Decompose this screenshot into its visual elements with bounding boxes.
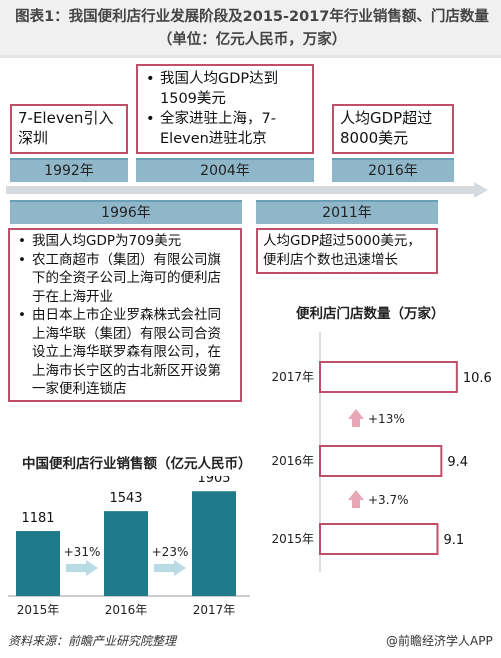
year-bar-2004: 2004年: [136, 158, 314, 182]
event-box-2011: 人均GDP超过5000美元，便利店个数也迅速增长: [256, 228, 438, 274]
sales-value-label: 1181: [21, 511, 54, 526]
store-growth-label: +3.7%: [368, 493, 409, 507]
bullet-item: 我国人均GDP达到1509美元: [144, 69, 306, 109]
event-bullets-2004: 我国人均GDP达到1509美元 全家进驻上海，7-Eleven进驻北京: [138, 66, 312, 151]
sales-chart: 1181 2015年 1543 2016年 1905 2017年 +31% +23%: [8, 476, 250, 617]
bullet-item: 我国人均GDP为709美元: [16, 232, 234, 251]
store-value-label: 9.1: [443, 533, 464, 548]
sales-chart-title: 中国便利店行业销售额（亿元人民币）: [22, 456, 252, 472]
sales-category-label: 2015年: [17, 603, 60, 617]
sales-category-label: 2017年: [193, 603, 236, 617]
sales-growth-label: +23%: [152, 545, 189, 559]
store-count-chart: 10.6 2017年 9.4 2016年 9.1 2015年 +13% +3.7%: [271, 332, 492, 572]
store-value-label: 10.6: [463, 371, 492, 386]
year-bar-1992: 1992年: [10, 158, 128, 182]
store-bar: [319, 523, 439, 555]
event-text-1992: 7-Eleven引入深圳: [18, 109, 114, 147]
year-bar-1996: 1996年: [10, 200, 242, 224]
event-box-1996: 我国人均GDP为709美元 农工商超市（集团）有限公司旗下的全资子公司上海可的便…: [8, 228, 242, 402]
growth-arrow-icon: [154, 560, 186, 576]
page-title: 图表1：我国便利店行业发展阶段及2015-2017年行业销售额、门店数量（单位：…: [15, 9, 489, 48]
sales-bar: [16, 531, 60, 596]
growth-up-arrow-icon: [348, 409, 364, 427]
sales-bar: [192, 491, 236, 596]
store-bar: [319, 361, 458, 393]
event-text-2011: 人均GDP超过5000美元，便利店个数也迅速增长: [263, 233, 421, 268]
store-category-label: 2016年: [271, 454, 314, 468]
bullet-item: 全家进驻上海，7-Eleven进驻北京: [144, 109, 306, 149]
title-banner: 图表1：我国便利店行业发展阶段及2015-2017年行业销售额、门店数量（单位：…: [0, 0, 501, 58]
store-category-label: 2017年: [271, 370, 314, 384]
timeline-arrow-icon: [474, 182, 488, 198]
event-bullets-1996: 我国人均GDP为709美元 农工商超市（集团）有限公司旗下的全资子公司上海可的便…: [10, 230, 240, 401]
app-credit: @前瞻经济学人APP: [386, 634, 493, 648]
store-category-label: 2015年: [271, 532, 314, 546]
sales-bar: [104, 511, 148, 596]
store-value-label: 9.4: [447, 455, 468, 470]
year-bar-2011: 2011年: [256, 200, 438, 224]
event-box-2004: 我国人均GDP达到1509美元 全家进驻上海，7-Eleven进驻北京: [136, 64, 314, 154]
sales-value-label: 1543: [109, 491, 142, 506]
sales-category-label: 2016年: [105, 603, 148, 617]
source-note: 资料来源：前瞻产业研究院整理: [8, 634, 177, 648]
store-growth-label: +13%: [368, 412, 405, 426]
store-chart-title: 便利店门店数量（万家）: [296, 306, 445, 322]
growth-up-arrow-icon: [348, 490, 364, 508]
event-box-1992: 7-Eleven引入深圳: [10, 104, 128, 154]
event-box-2016: 人均GDP超过8000美元: [332, 104, 454, 154]
event-text-2016: 人均GDP超过8000美元: [340, 109, 433, 147]
bullet-item: 农工商超市（集团）有限公司旗下的全资子公司上海可的便利店于在上海开业: [16, 251, 234, 307]
bullet-item: 由日本上市企业罗森株式会社同上海华联（集团）有限公司合资设立上海华联罗森有限公司…: [16, 306, 234, 399]
sales-value-label: 1905: [197, 476, 230, 486]
store-bar: [319, 445, 443, 477]
growth-arrow-icon: [66, 560, 98, 576]
sales-growth-label: +31%: [64, 545, 101, 559]
timeline-axis: [6, 186, 476, 194]
year-bar-2016: 2016年: [332, 158, 454, 182]
